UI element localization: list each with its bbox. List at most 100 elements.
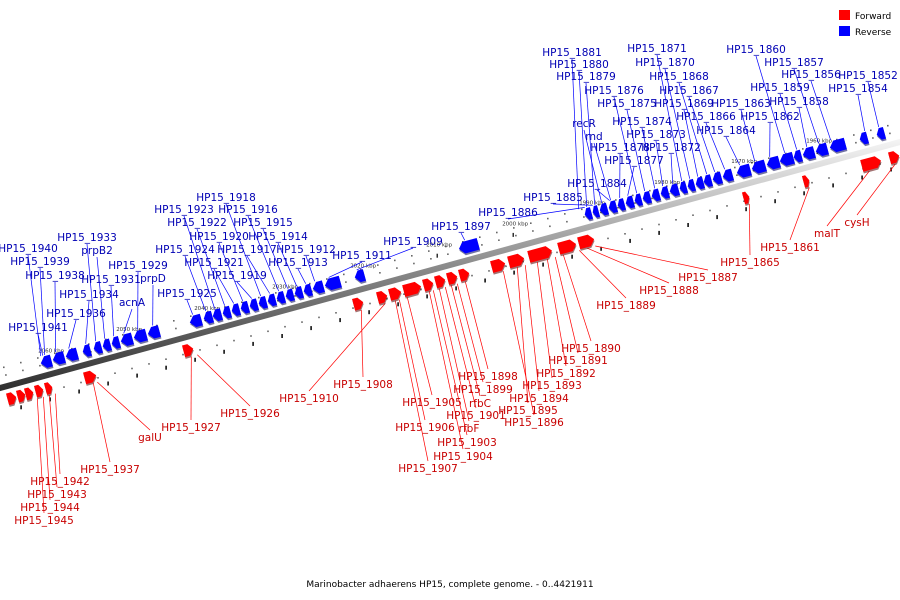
track-dot <box>165 358 167 360</box>
gene-label: HP15_1899 <box>453 384 513 396</box>
track-tick <box>542 262 544 267</box>
leader-line <box>184 255 207 312</box>
reverse-gene-arrow <box>303 283 314 299</box>
reverse-gene-arrow <box>276 290 287 306</box>
kbp-tick-label: 2030 kbp <box>272 285 298 291</box>
reverse-gene-arrow <box>876 126 887 142</box>
gene-label: acnA <box>119 297 146 309</box>
gene-label: HP15_1865 <box>720 257 780 269</box>
gene-body <box>111 336 122 349</box>
track-dot <box>292 287 294 290</box>
track-tick <box>310 326 312 331</box>
track-dot <box>556 251 558 254</box>
track-dot <box>768 157 770 159</box>
leader-line <box>328 261 363 278</box>
leader-line <box>793 68 820 144</box>
reverse-gene-arrow <box>120 332 135 348</box>
gene-body <box>876 126 887 140</box>
track-tick <box>368 310 370 315</box>
reverse-gene-arrow <box>802 146 817 162</box>
forward-gene-arrow <box>15 389 26 405</box>
track-tick <box>629 238 631 243</box>
gene-body <box>660 186 671 199</box>
track-dot <box>413 262 415 265</box>
track-dot <box>301 321 303 323</box>
gene-label: HP15_1857 <box>764 57 824 69</box>
gene-body <box>736 163 752 178</box>
gene-body <box>231 303 242 316</box>
track-tick <box>136 373 138 378</box>
legend-reverse-swatch <box>839 26 850 36</box>
gene-label: HP15_1908 <box>333 379 393 391</box>
track-dot <box>377 264 379 266</box>
track-dot <box>855 141 857 144</box>
kbp-tick-label: 1960 kbp <box>806 139 832 145</box>
track-dot <box>549 225 551 228</box>
gene-body <box>15 389 26 403</box>
gene-label: cysH <box>844 217 869 229</box>
leader-line <box>613 96 638 194</box>
track-tick <box>49 397 51 402</box>
track-dot <box>736 174 738 176</box>
gene-label: HP15_1910 <box>279 393 339 405</box>
reverse-gene-arrow <box>111 336 122 351</box>
kbp-tick-label: 1980 kbp <box>654 180 680 186</box>
gene-label: recR <box>572 118 596 130</box>
gene-body <box>829 137 847 153</box>
track-tick <box>281 334 283 338</box>
gene-body <box>102 338 113 352</box>
leader-line <box>236 281 252 299</box>
leader-line <box>54 281 57 353</box>
track-dot <box>607 237 609 240</box>
track-dot <box>233 339 235 342</box>
track-dot <box>889 132 891 135</box>
forward-gene-arrow <box>887 151 900 166</box>
track-dot <box>369 302 371 305</box>
reverse-gene-arrow <box>669 183 681 198</box>
reverse-gene-arrow <box>625 195 636 211</box>
gene-label: HP15_1909 <box>383 236 443 248</box>
reverse-gene-arrow <box>212 308 224 323</box>
gene-label: HP15_1929 <box>108 260 168 272</box>
leader-line <box>516 267 529 404</box>
track-tick <box>513 270 515 275</box>
gene-body <box>40 354 53 368</box>
leader-line <box>398 299 426 421</box>
track-dot <box>420 288 422 291</box>
gene-label: rnd <box>585 131 602 143</box>
gene-label: HP15_1925 <box>157 288 217 300</box>
gene-body <box>457 268 470 282</box>
kbp-tick-mark <box>436 253 438 258</box>
gene-body <box>388 287 402 301</box>
track-dot <box>615 199 617 201</box>
gene-label: HP15_1861 <box>760 242 820 254</box>
gene-body <box>679 181 689 194</box>
track-dot <box>309 282 311 285</box>
track-dot <box>173 320 175 322</box>
gene-label: HP15_1864 <box>696 125 756 137</box>
gene-body <box>815 142 829 157</box>
track-dot <box>182 353 184 356</box>
gene-label: HP15_1901 <box>446 410 506 422</box>
kbp-tick-mark <box>512 232 514 237</box>
gene-body <box>801 175 810 188</box>
gene-label: HP15_1890 <box>561 343 621 355</box>
leader-line <box>826 170 870 227</box>
legend-forward-label: Forward <box>855 12 891 22</box>
forward-gene-arrow <box>445 271 458 287</box>
gene-label: HP15_1897 <box>431 221 491 233</box>
gene-label: HP15_1871 <box>627 43 687 55</box>
forward-gene-arrow <box>83 370 97 386</box>
gene-body <box>267 293 278 307</box>
leader-line <box>867 81 880 128</box>
leader-line <box>593 142 612 201</box>
track-dot <box>853 134 855 136</box>
leader-line <box>86 243 97 342</box>
gene-label: HP15_1898 <box>458 371 518 383</box>
gene-label: HP15_1884 <box>567 178 627 190</box>
leader-line <box>810 80 832 141</box>
forward-gene-arrow <box>557 239 577 257</box>
gene-body <box>625 195 636 209</box>
forward-gene-arrow <box>388 287 402 303</box>
